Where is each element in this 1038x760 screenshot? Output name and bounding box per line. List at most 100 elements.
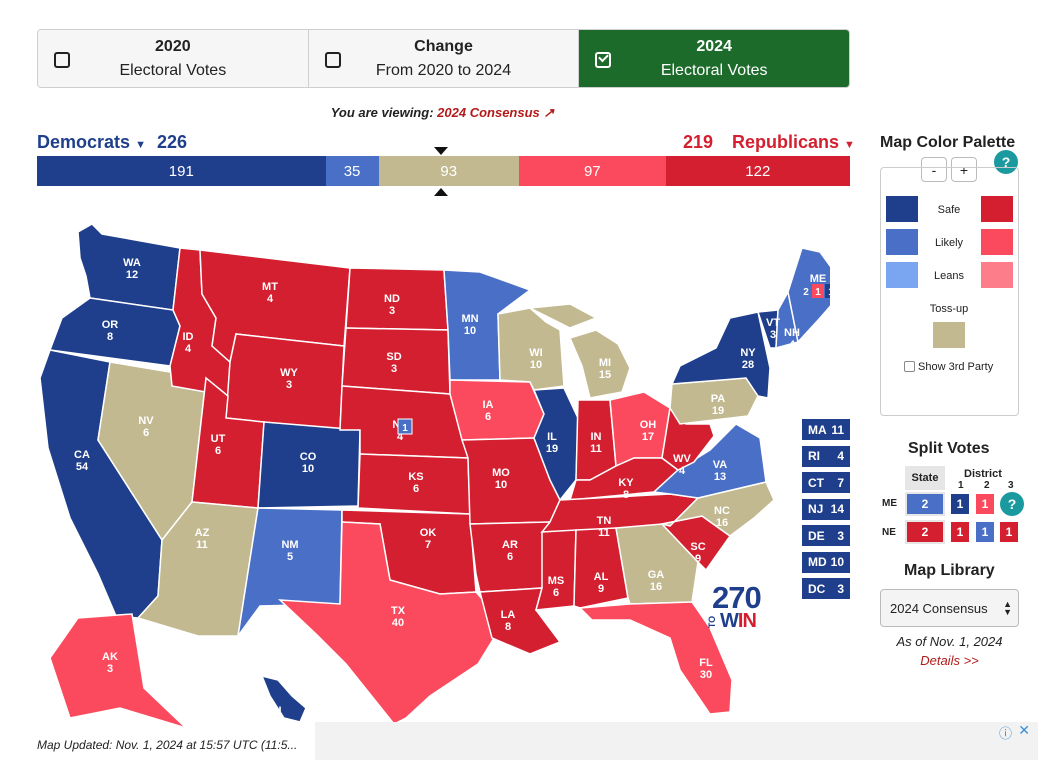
me-split-box[interactable] [812, 284, 824, 298]
state-label-in: IN 11 [590, 431, 602, 455]
republicans-total: 219 [683, 132, 714, 152]
electoral-vote-bar: 191 35 93 97 122 [37, 156, 850, 186]
zoom-out-button[interactable]: - [921, 157, 947, 182]
small-state-ri[interactable]: RI 4 [802, 445, 850, 467]
tab-title: 2020 [155, 37, 191, 55]
bar-segment: 93 [378, 156, 520, 186]
state-label-al: AL 9 [594, 571, 609, 595]
me-state-votes[interactable]: 2 [905, 492, 945, 516]
state-label-mn: MN 10 [461, 313, 478, 337]
ne-district-box[interactable] [397, 418, 413, 435]
republicans-dropdown[interactable]: Republicans ▼ [732, 132, 855, 153]
state-label-pa: PA 19 [711, 393, 726, 417]
details-link[interactable]: Details >> [920, 653, 979, 668]
external-link-icon[interactable]: ↗ [543, 105, 555, 120]
lean-dem-swatch[interactable] [886, 262, 918, 288]
ne-district-2[interactable]: 1 [976, 522, 994, 542]
checked-checkbox-icon[interactable] [595, 52, 612, 68]
small-state-ev: 14 [830, 502, 844, 516]
small-state-dc[interactable]: DC 3 [802, 578, 850, 599]
palette-help-icon[interactable]: ? [994, 150, 1018, 174]
caret-down-icon: ▼ [135, 139, 146, 151]
show-3rd-party-toggle[interactable]: Show 3rd Party [904, 361, 993, 373]
state-label-nh: NH 4 [784, 327, 800, 351]
logo-number: 270 [712, 580, 762, 615]
ne-district-value: 1 [402, 423, 408, 434]
me-district-2[interactable]: 1 [976, 494, 994, 514]
state-va[interactable] [652, 423, 767, 499]
small-state-abbr: DC [808, 581, 826, 596]
state-ak[interactable] [49, 613, 187, 729]
safe-rep-swatch[interactable] [981, 196, 1013, 222]
state-label-wa: WA 12 [123, 257, 141, 281]
tab-change-2020-2024[interactable]: Change From 2020 to 2024 [308, 30, 580, 87]
split-votes-help-icon[interactable]: ? [1000, 492, 1024, 516]
me-district-1[interactable]: 1 [951, 494, 969, 514]
us-electoral-map: WA 12 OR 8 CA 54 NV 6 ID 4 MT 4 WY 3 UT 6 AZ 11 CO 10 NM 5 ND 3… [39, 223, 830, 729]
small-state-nj[interactable]: NJ 14 [802, 498, 850, 520]
ne-state-votes[interactable]: 2 [905, 520, 945, 544]
state-label-va: VA 13 [713, 459, 728, 483]
checkbox-icon[interactable] [324, 52, 341, 68]
state-label-hi: HI 4 [271, 705, 282, 729]
state-hi[interactable] [260, 674, 307, 723]
caret-down-icon: ▼ [844, 139, 855, 151]
state-ms[interactable] [534, 529, 577, 611]
state-label-ak: AK 3 [102, 651, 118, 675]
state-label-mi: MI 15 [599, 357, 611, 381]
likely-label: Likely [934, 237, 964, 249]
map-library-select[interactable]: 2024 Consensus ▲ ▼ [880, 589, 1019, 627]
democrats-dropdown[interactable]: Democrats ▼ [37, 132, 146, 153]
safe-label: Safe [937, 204, 961, 216]
checkbox-icon[interactable] [54, 52, 70, 68]
me-row-label: ME [882, 498, 897, 509]
viewing-prefix: You are viewing: [330, 105, 434, 120]
small-state-ct[interactable]: CT 7 [802, 472, 850, 493]
small-state-ma[interactable]: MA 11 [802, 419, 850, 440]
me-split-value: 1 [828, 287, 830, 298]
palette-title: Map Color Palette [880, 134, 1016, 151]
small-state-ev: 7 [837, 475, 844, 490]
ne-district-3[interactable]: 1 [1000, 522, 1018, 542]
small-state-de[interactable]: DE 3 [802, 525, 850, 546]
logo-win: WIN [720, 610, 757, 633]
bar-segment: 122 [665, 156, 850, 186]
state-al[interactable] [573, 527, 629, 609]
lean-rep-swatch[interactable] [981, 262, 1013, 288]
zoom-in-button[interactable]: + [951, 157, 977, 182]
tab-2020-electoral-votes[interactable]: 2020 Electoral Votes [38, 30, 309, 87]
logo-win-in: IN [737, 610, 757, 632]
district-3-header: 3 [1008, 480, 1014, 491]
as-of-date: As of Nov. 1, 2024 [896, 634, 1003, 649]
likely-rep-swatch[interactable] [981, 229, 1013, 255]
small-state-ev: 4 [837, 449, 844, 463]
state-label-nm: NM 5 [281, 539, 298, 563]
state-label-me: ME [810, 273, 827, 285]
viewing-map-link[interactable]: 2024 Consensus [437, 105, 540, 120]
ne-district-1[interactable]: 1 [951, 522, 969, 542]
checkbox-icon[interactable] [904, 361, 915, 372]
state-wi[interactable] [497, 307, 565, 391]
small-state-abbr: MA [808, 422, 827, 437]
viewing-line: You are viewing: 2024 Consensus ↗ [0, 105, 885, 121]
state-label-nv: NV 6 [138, 415, 154, 439]
state-mi[interactable] [527, 303, 631, 399]
state-label-ny: NY 28 [740, 347, 756, 371]
tossup-swatch[interactable] [933, 322, 965, 348]
likely-dem-swatch[interactable] [886, 229, 918, 255]
state-ny[interactable] [670, 311, 771, 399]
small-state-md[interactable]: MD 10 [802, 551, 850, 573]
state-label-sc: SC 9 [690, 541, 705, 565]
tab-2024-electoral-votes[interactable]: 2024 Electoral Votes [579, 30, 849, 87]
small-state-ev: 11 [831, 422, 844, 437]
republicans-label: Republicans [732, 132, 840, 152]
safe-dem-swatch[interactable] [886, 196, 918, 222]
state-label-mt: MT 4 [262, 281, 278, 305]
state-fl[interactable] [578, 601, 733, 715]
me-split-box[interactable] [825, 284, 830, 298]
me-split-box[interactable] [800, 284, 812, 298]
ad-info-icon[interactable]: ⓘ [998, 726, 1012, 741]
state-label-ga: GA 16 [648, 569, 665, 593]
state-ia[interactable] [449, 379, 545, 441]
ad-close-icon[interactable]: ✕ [1018, 722, 1030, 738]
